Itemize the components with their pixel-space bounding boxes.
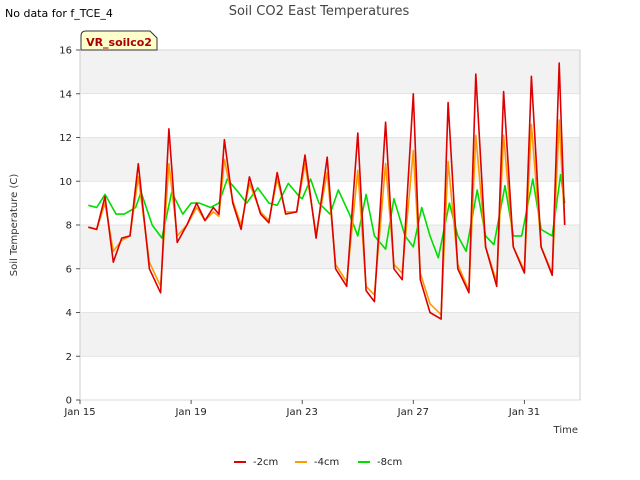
plot-band (80, 312, 580, 357)
series-line-2cm (88, 62, 566, 320)
plot-band (80, 225, 580, 269)
legend-item: -8cm (358, 457, 402, 468)
series-line-8cm (88, 173, 566, 259)
legend-label: -8cm (377, 457, 402, 468)
plot-band (80, 137, 580, 182)
y-tick-label: 10 (59, 177, 72, 188)
x-tick-label: Jan 15 (63, 407, 95, 418)
chart-title: Soil CO2 East Temperatures (229, 4, 410, 19)
legend-item: -4cm (295, 457, 339, 468)
plot-band (80, 50, 580, 94)
site-badge: VR_soilco2 (80, 30, 158, 51)
y-tick-label: 14 (59, 89, 72, 100)
y-tick-label: 2 (66, 352, 72, 363)
grid-lines (80, 49, 580, 401)
y-tick-label: 0 (66, 396, 72, 407)
no-data-message: No data for f_TCE_4 (5, 7, 113, 20)
legend-label: -2cm (253, 457, 278, 468)
y-axis-ticks: 0 2 4 6 8 10 12 14 16 (59, 46, 80, 407)
legend-item: -2cm (234, 457, 278, 468)
x-tick-label: Jan 27 (397, 407, 429, 418)
y-tick-label: 4 (66, 308, 72, 319)
series-lines (88, 62, 566, 320)
x-axis-ticks: Jan 15 Jan 19 Jan 23 Jan 27 Jan 31 (63, 400, 540, 418)
x-tick-label: Jan 19 (174, 407, 206, 418)
y-tick-label: 16 (59, 46, 72, 57)
badge-label: VR_soilco2 (86, 36, 152, 49)
x-axis-label: Time (553, 425, 578, 436)
x-tick-label: Jan 31 (508, 407, 540, 418)
y-tick-label: 12 (59, 133, 72, 144)
x-tick-label: Jan 23 (286, 407, 318, 418)
badge-box (80, 30, 158, 51)
legend-label: -4cm (314, 457, 339, 468)
y-tick-label: 8 (66, 221, 72, 232)
y-axis-label: Soil Temperature (C) (9, 174, 20, 277)
y-tick-label: 6 (66, 264, 72, 275)
legend: -2cm -4cm -8cm (234, 457, 402, 468)
